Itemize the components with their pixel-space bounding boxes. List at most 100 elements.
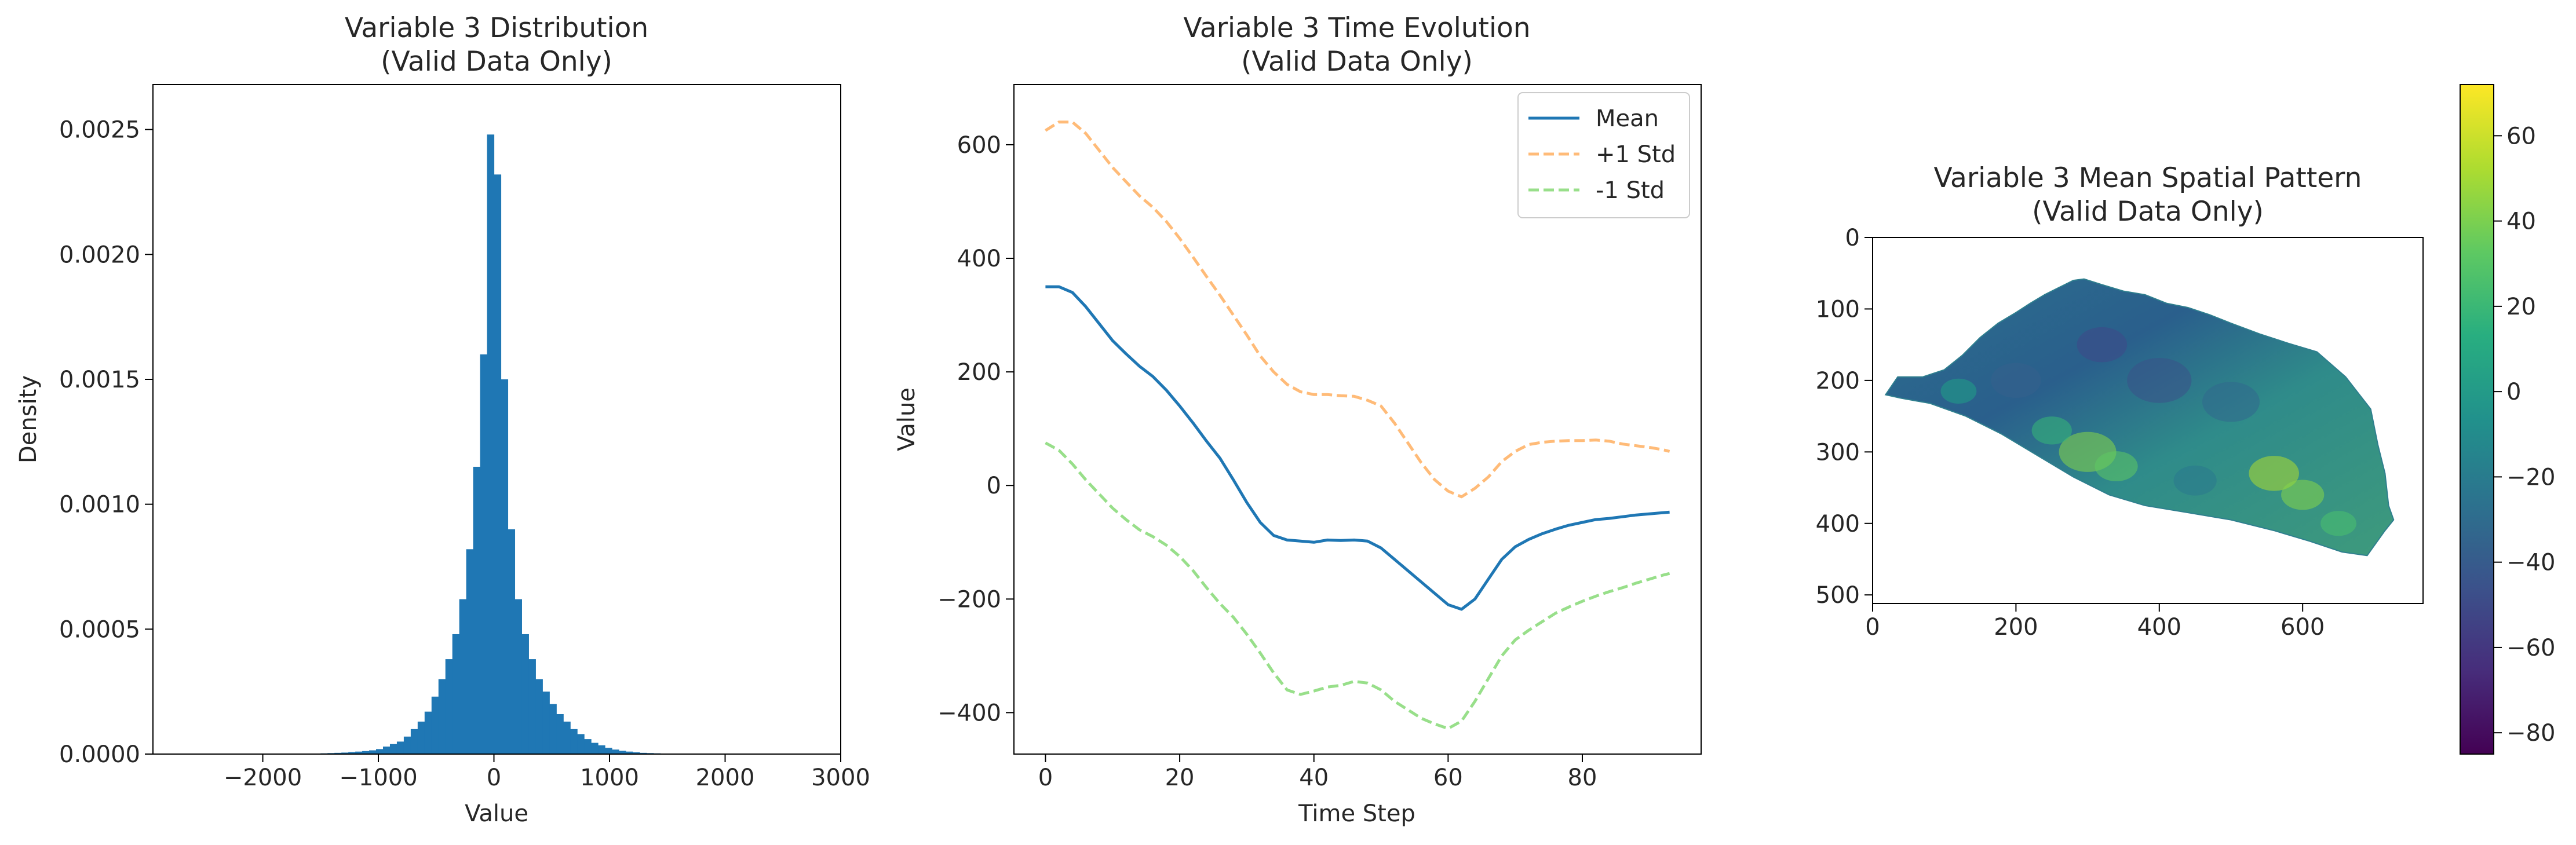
- spatial-texture-patch: [2173, 465, 2217, 496]
- time-evolution-x-tick-label: 0: [1038, 764, 1053, 791]
- histogram-bar: [410, 729, 418, 754]
- spatial-y-tick-label: 500: [1816, 582, 1860, 609]
- spatial-texture-patch: [1991, 363, 2041, 398]
- histogram-bar: [494, 174, 502, 754]
- spatial-x-tick-label: 400: [2137, 614, 2181, 641]
- histogram-bar: [341, 752, 349, 754]
- spatial-y-tick-label: 300: [1816, 439, 1860, 466]
- spatial-x-tick-label: 600: [2281, 614, 2325, 641]
- time-evolution-axes-frame: [1013, 84, 1702, 755]
- spatial-region-fill: [1884, 278, 2395, 557]
- spatial-texture-patch: [2077, 327, 2128, 363]
- histogram-bar: [473, 466, 481, 754]
- spatial-texture-patch: [1940, 378, 1977, 404]
- histogram-bar: [563, 721, 571, 754]
- histogram-axes-frame: [152, 84, 841, 755]
- spatial-title-line1: Variable 3 Mean Spatial Pattern: [1934, 162, 2362, 194]
- histogram-bar: [632, 752, 640, 754]
- histogram-y-label: Density: [15, 375, 42, 463]
- histogram-bar: [577, 734, 585, 754]
- histogram-bar: [376, 749, 384, 754]
- histogram-x-tick-label: −1000: [339, 764, 417, 791]
- histogram-bar: [466, 549, 474, 754]
- spatial-title-line2: (Valid Data Only): [2032, 196, 2264, 228]
- spatial-texture-patch: [2095, 451, 2138, 481]
- time-evolution-x-tick-label: 20: [1165, 764, 1195, 791]
- histogram-bar: [521, 634, 529, 754]
- histogram-bar: [542, 692, 550, 754]
- histogram-y-ticks: 0.0000 0.0005 0.0010 0.0015 0.0020 0.0025: [59, 117, 153, 768]
- histogram-y-tick-label: 0.0010: [59, 492, 140, 518]
- time-evolution-y-tick-label: −400: [937, 700, 1001, 726]
- time-evolution-y-tick-label: 400: [957, 246, 1001, 272]
- time-evolution-y-tick-label: 0: [987, 473, 1001, 499]
- spatial-axes-frame: [1872, 237, 2424, 604]
- time-evolution-x-tick-label: 60: [1433, 764, 1463, 791]
- spatial-y-tick-label: 0: [1845, 225, 1860, 251]
- spatial-map-region: [1884, 278, 2395, 557]
- time-evolution-x-label: Time Step: [1298, 800, 1415, 827]
- time-evolution-y-label: Value: [893, 387, 920, 451]
- time-evolution-title-line2: (Valid Data Only): [1241, 46, 1473, 78]
- legend-label-mean: Mean: [1596, 105, 1659, 132]
- colorbar-tick-label: 40: [2506, 208, 2536, 235]
- histogram-bar: [348, 752, 356, 754]
- histogram-bar: [452, 634, 460, 754]
- colorbar-frame: [2460, 84, 2494, 755]
- colorbar-tick-label: −80: [2506, 720, 2555, 747]
- legend-frame: [1517, 92, 1690, 218]
- spatial-y-tick-label: 400: [1816, 511, 1860, 537]
- spatial-texture-patch: [2031, 416, 2072, 445]
- histogram-bar: [334, 752, 342, 754]
- time-evolution-y-tick-label: 600: [957, 132, 1001, 159]
- histogram-bar: [417, 721, 425, 754]
- histogram-bar: [508, 529, 516, 754]
- histogram-bar: [431, 696, 439, 754]
- colorbar-tick-label: 60: [2506, 123, 2536, 149]
- histogram-bar: [625, 751, 633, 754]
- histogram-bar: [598, 745, 605, 754]
- histogram-panel: Variable 3 Distribution (Valid Data Only…: [15, 12, 870, 827]
- histogram-y-tick-label: 0.0015: [59, 367, 140, 393]
- spatial-x-ticks: 0 200 400 600: [1865, 603, 2325, 641]
- legend-label-minus-std: -1 Std: [1596, 177, 1665, 204]
- histogram-bar: [618, 751, 626, 754]
- spatial-y-ticks: 0 100 200 300 400 500: [1816, 225, 1873, 609]
- histogram-bar: [556, 714, 564, 754]
- histogram-x-tick-label: 1000: [580, 764, 639, 791]
- histogram-bar: [515, 599, 522, 754]
- histogram-bar: [403, 736, 411, 754]
- time-evolution-title-line1: Variable 3 Time Evolution: [1183, 12, 1530, 44]
- histogram-bar: [535, 679, 543, 754]
- histogram-bars: [320, 134, 675, 754]
- histogram-bar: [549, 704, 557, 754]
- histogram-x-ticks: −2000 −1000 0 1000 2000 3000: [224, 754, 870, 791]
- time-evolution-y-tick-label: −200: [937, 586, 1001, 613]
- spatial-y-tick-label: 100: [1816, 296, 1860, 323]
- histogram-y-tick-label: 0.0025: [59, 117, 140, 144]
- histogram-title-line2: (Valid Data Only): [381, 46, 612, 78]
- time-evolution-y-tick-label: 200: [957, 359, 1001, 386]
- histogram-bar: [501, 379, 509, 754]
- time-evolution-lines: [1045, 120, 1670, 730]
- colorbar-tick-label: −20: [2506, 464, 2555, 491]
- colorbar-tick-label: −60: [2506, 635, 2555, 661]
- time-evolution-x-tick-label: 80: [1568, 764, 1597, 791]
- histogram-bar: [438, 679, 446, 754]
- time-evolution-x-ticks: 0 20 40 60 80: [1038, 754, 1597, 791]
- series-line-1-std: [1045, 120, 1670, 499]
- histogram-bar: [487, 134, 495, 754]
- histogram-title-line1: Variable 3 Distribution: [345, 12, 648, 44]
- histogram-y-tick-label: 0.0020: [59, 242, 140, 268]
- histogram-bar: [369, 750, 377, 754]
- histogram-y-tick-label: 0.0005: [59, 616, 140, 643]
- histogram-bar: [591, 742, 599, 754]
- time-evolution-panel: Variable 3 Time Evolution (Valid Data On…: [893, 12, 1702, 827]
- histogram-bar: [639, 752, 647, 754]
- histogram-bar: [389, 744, 397, 754]
- histogram-bar: [528, 659, 536, 754]
- histogram-bar: [459, 599, 467, 754]
- histogram-bar: [362, 751, 370, 754]
- histogram-y-tick-label: 0.0000: [59, 741, 140, 768]
